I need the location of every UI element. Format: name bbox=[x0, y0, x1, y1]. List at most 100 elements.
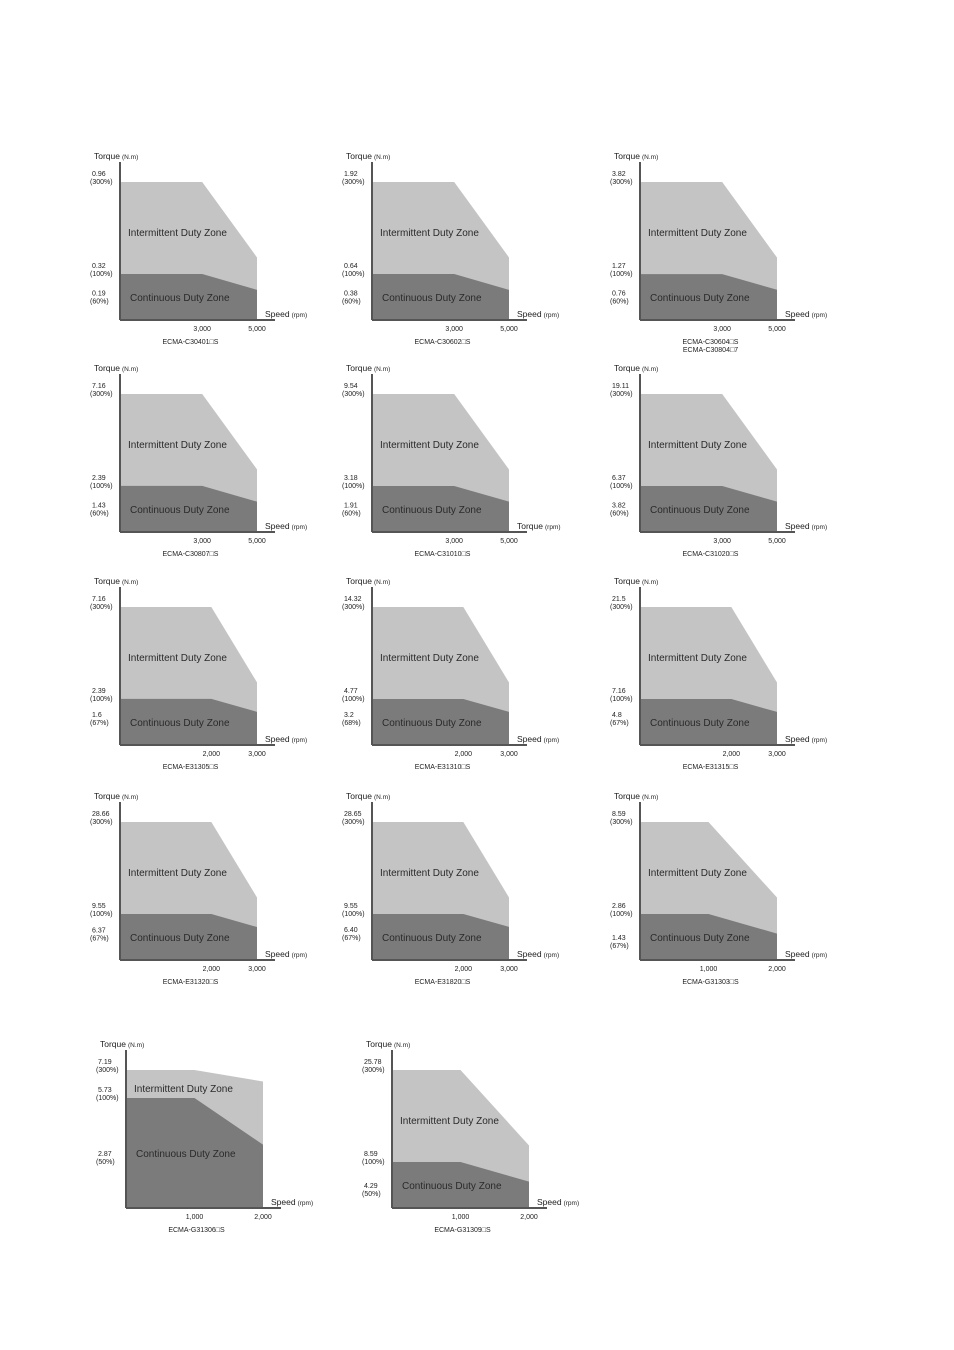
continuous-zone-label: Continuous Duty Zone bbox=[650, 293, 750, 304]
continuous-duty-zone-area bbox=[372, 274, 509, 320]
continuous-zone-label: Continuous Duty Zone bbox=[130, 933, 230, 944]
continuous-duty-zone-area bbox=[640, 699, 777, 745]
cont-torque-value: 2.87 bbox=[98, 1151, 112, 1158]
peak-torque-percent: (300%) bbox=[90, 391, 113, 398]
torque-speed-chart: Torque (N.m) 3.82 (300%) 1.27 (100%) 0.76 (60%)… bbox=[608, 150, 858, 360]
y-axis-title: Torque (N.m) bbox=[346, 363, 390, 373]
x-tick-label: 5,000 bbox=[248, 326, 266, 333]
x-tick-label: 2,000 bbox=[254, 1214, 272, 1221]
model-caption: ECMA-C30807□S bbox=[163, 551, 219, 558]
y-axis-unit: (N.m) bbox=[374, 366, 390, 373]
y-axis-unit: (N.m) bbox=[128, 1042, 144, 1049]
y-axis-label: Torque bbox=[94, 151, 120, 161]
y-axis-title: Torque (N.m) bbox=[94, 363, 138, 373]
rated-torque-percent: (100%) bbox=[610, 483, 633, 490]
model-caption: ECMA-C30604□S bbox=[683, 339, 739, 346]
intermittent-zone-label: Intermittent Duty Zone bbox=[128, 653, 227, 664]
cont-torque-percent: (67%) bbox=[610, 943, 629, 950]
torque-speed-chart: Torque (N.m) 7.19 (300%) 5.73 (100%) 2.87 (50%)… bbox=[94, 1038, 344, 1248]
model-caption: ECMA-E31310□S bbox=[415, 764, 471, 771]
x-axis-unit: (rpm) bbox=[292, 737, 308, 744]
continuous-zone-label: Continuous Duty Zone bbox=[130, 505, 230, 516]
torque-speed-chart: Torque (N.m) 28.66 (300%) 9.55 (100%) 6.37 (67%… bbox=[88, 790, 338, 1000]
intermittent-zone-label: Intermittent Duty Zone bbox=[380, 653, 479, 664]
peak-torque-percent: (300%) bbox=[342, 819, 365, 826]
y-axis-label: Torque bbox=[614, 363, 640, 373]
x-tick-label: 3,000 bbox=[713, 326, 731, 333]
y-axis-title: Torque (N.m) bbox=[100, 1039, 144, 1049]
y-axis-label: Torque bbox=[614, 791, 640, 801]
chart-svg: Torque (N.m) 7.16(300%) 2.39(100%) 1.43(60%)… bbox=[90, 363, 307, 558]
x-axis-label: Speed bbox=[517, 734, 542, 744]
cont-torque-percent: (68%) bbox=[342, 720, 361, 727]
intermittent-zone-label: Intermittent Duty Zone bbox=[648, 228, 747, 239]
model-caption: ECMA-E31315□S bbox=[683, 764, 739, 771]
x-axis-unit: (rpm) bbox=[292, 312, 308, 319]
x-tick-label: 5,000 bbox=[500, 326, 518, 333]
continuous-duty-zone-area bbox=[640, 486, 777, 532]
x-tick-label: 3,000 bbox=[500, 751, 518, 758]
x-tick-label: 3,000 bbox=[248, 966, 266, 973]
y-axis-title: Torque (N.m) bbox=[346, 791, 390, 801]
peak-torque-value: 28.66 bbox=[92, 811, 110, 818]
model-caption: ECMA-C30804□7 bbox=[683, 347, 738, 354]
continuous-duty-zone-area bbox=[392, 1162, 529, 1208]
intermittent-zone-label: Intermittent Duty Zone bbox=[380, 868, 479, 879]
chart-svg: Torque (N.m) 0.96(300%) 0.32(100%) 0.19(60%)… bbox=[90, 151, 308, 346]
torque-speed-chart: Torque (N.m) 19.11 (300%) 6.37 (100%) 3.82 (60%… bbox=[608, 362, 858, 572]
continuous-duty-zone-area bbox=[120, 914, 257, 960]
peak-torque-percent: (300%) bbox=[90, 819, 113, 826]
x-axis-title: Speed (rpm) bbox=[265, 734, 307, 744]
x-axis-title: Speed (rpm) bbox=[785, 734, 827, 744]
y-axis-label: Torque bbox=[94, 576, 120, 586]
x-axis-title: Speed (rpm) bbox=[517, 949, 559, 959]
rated-torque-percent: (100%) bbox=[342, 271, 365, 278]
peak-torque-value: 28.65 bbox=[344, 811, 362, 818]
model-caption: ECMA-G31309□S bbox=[434, 1227, 491, 1234]
intermittent-zone-label: Intermittent Duty Zone bbox=[648, 868, 747, 879]
x-axis-title: Speed (rpm) bbox=[537, 1197, 579, 1207]
continuous-duty-zone-area bbox=[120, 698, 257, 745]
x-tick-label: 1,000 bbox=[452, 1214, 470, 1221]
rated-torque-percent: (100%) bbox=[90, 696, 113, 703]
rated-torque-percent: (100%) bbox=[610, 911, 633, 918]
rated-torque-value: 5.73 bbox=[98, 1087, 112, 1094]
continuous-duty-zone-area bbox=[126, 1098, 263, 1208]
torque-speed-chart: Torque (N.m) 0.96 (300%) 0.32 (100%) 0.19 (60%)… bbox=[88, 150, 338, 360]
cont-torque-value: 0.76 bbox=[612, 291, 626, 298]
y-axis-label: Torque bbox=[346, 576, 372, 586]
intermittent-zone-label: Intermittent Duty Zone bbox=[128, 228, 227, 239]
torque-speed-chart: Torque (N.m) 1.92 (300%) 0.64 (100%) 0.38 (60%)… bbox=[340, 150, 590, 360]
chart-svg: Torque (N.m) 25.78(300%) 8.59(100%) 4.29(50%… bbox=[362, 1039, 579, 1234]
rated-torque-value: 9.55 bbox=[92, 903, 106, 910]
x-tick-label: 2,000 bbox=[455, 751, 473, 758]
y-axis-unit: (N.m) bbox=[374, 579, 390, 586]
model-caption: ECMA-E31305□S bbox=[163, 764, 219, 771]
y-axis-label: Torque bbox=[346, 151, 372, 161]
x-axis-label: Speed bbox=[265, 949, 290, 959]
y-axis-title: Torque (N.m) bbox=[614, 363, 658, 373]
cont-torque-value: 0.38 bbox=[344, 291, 358, 298]
torque-speed-chart: Torque (N.m) 9.54 (300%) 3.18 (100%) 1.91 (60%)… bbox=[340, 362, 590, 572]
peak-torque-value: 7.16 bbox=[92, 383, 106, 390]
x-tick-label: 3,000 bbox=[193, 326, 211, 333]
peak-torque-value: 1.92 bbox=[344, 171, 358, 178]
continuous-zone-label: Continuous Duty Zone bbox=[130, 718, 230, 729]
chart-svg: Torque (N.m) 19.11(300%) 6.37(100%) 3.82(60%… bbox=[610, 363, 827, 558]
x-axis-title: Speed (rpm) bbox=[785, 521, 827, 531]
y-axis-unit: (N.m) bbox=[374, 154, 390, 161]
x-axis-label: Speed bbox=[785, 734, 810, 744]
rated-torque-value: 4.77 bbox=[344, 688, 358, 695]
y-axis-unit: (N.m) bbox=[642, 579, 658, 586]
y-axis-label: Torque bbox=[614, 151, 640, 161]
y-axis-unit: (N.m) bbox=[122, 366, 138, 373]
rated-torque-value: 7.16 bbox=[612, 688, 626, 695]
peak-torque-percent: (300%) bbox=[342, 391, 365, 398]
y-axis-unit: (N.m) bbox=[374, 794, 390, 801]
cont-torque-percent: (50%) bbox=[96, 1159, 115, 1166]
x-tick-label: 1,000 bbox=[700, 966, 718, 973]
x-axis-label: Speed bbox=[517, 309, 542, 319]
x-tick-label: 3,000 bbox=[193, 538, 211, 545]
rated-torque-percent: (100%) bbox=[96, 1095, 119, 1102]
